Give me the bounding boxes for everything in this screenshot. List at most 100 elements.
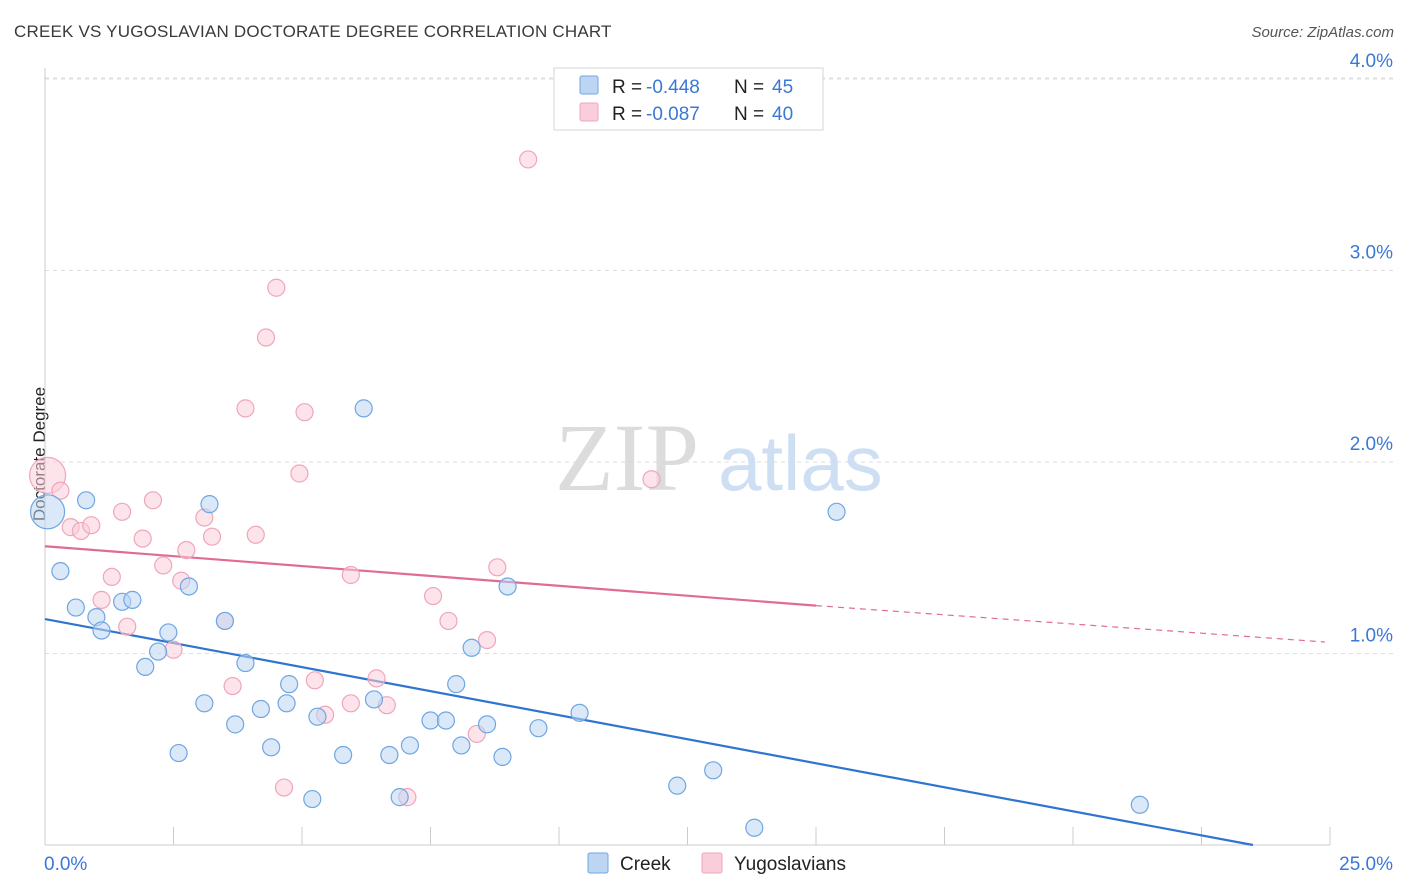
legend-creek-label: Creek (620, 854, 671, 875)
yugoslavians-point (202, 527, 222, 546)
creek-point (498, 577, 517, 596)
creek-point (200, 495, 219, 514)
yugoslavians-point (477, 630, 497, 650)
creek-point (251, 699, 270, 719)
creek-point (148, 642, 168, 661)
legend-yugo-swatch (701, 852, 723, 874)
x-tick-label-max: 25.0% (1339, 854, 1393, 875)
creek-point (334, 745, 353, 765)
yugoslavians-point (112, 502, 132, 521)
creek-point (159, 623, 178, 642)
stats-creek-r-value: -0.448 (646, 77, 700, 98)
yugoslavians-point (154, 556, 173, 575)
yugoslavians-point (642, 470, 661, 489)
creek-point (51, 562, 70, 581)
legend-yugo-label: Yugoslavians (734, 854, 846, 875)
yugo-trend-extension (815, 605, 1325, 643)
creek-point (477, 715, 497, 734)
yugoslavians-point (92, 590, 111, 609)
creek-point (462, 638, 481, 657)
stats-yugo-n-value: 40 (772, 104, 793, 125)
creek-point (380, 745, 399, 765)
yugoslavians-point (341, 694, 360, 713)
yugo-trend-line (44, 545, 817, 607)
source-credit: Source: ZipAtlas.com (1251, 24, 1394, 41)
watermark-zip: ZIP (555, 404, 699, 511)
creek-point (136, 657, 155, 677)
creek-point (236, 653, 255, 673)
creek-point (704, 761, 723, 780)
y-tick-label: 4.0% (1350, 51, 1393, 72)
creek-point (303, 789, 322, 809)
gridlines (45, 77, 1395, 654)
creek-point (77, 491, 96, 510)
yugoslavians-point (236, 399, 255, 418)
creek-point (421, 711, 440, 730)
yugoslavians-point (274, 778, 294, 797)
creek-point (123, 590, 142, 609)
creek-point (215, 611, 234, 631)
creek-point (92, 621, 111, 640)
creek-point (169, 743, 188, 763)
creek-point (262, 738, 281, 757)
yugoslavians-point (305, 671, 324, 690)
yugoslavians-point (267, 278, 286, 297)
yugoslavians-point (51, 481, 70, 500)
stats-yugo-swatch (579, 102, 599, 122)
yugoslavians-point (143, 491, 163, 510)
creek-point (195, 694, 214, 713)
yugoslavians-point (367, 669, 386, 688)
creek-point (277, 694, 296, 713)
yugoslavians-point (118, 617, 137, 636)
creek-point (1130, 795, 1149, 814)
y-tick-label: 2.0% (1350, 434, 1393, 455)
stats-creek-n-label: N = (734, 77, 769, 98)
yugoslavians-point (295, 403, 314, 422)
creek-point (827, 502, 846, 521)
legend-creek-swatch (587, 852, 609, 874)
yugoslavians-point (256, 328, 276, 347)
stats-yugo-r-label: R = (612, 104, 647, 125)
creek-point (668, 776, 687, 795)
yugoslavians-point (82, 516, 101, 535)
yugoslavians-point (519, 150, 538, 169)
watermark-atlas: atlas (718, 419, 883, 507)
yugoslavians-point (102, 567, 121, 587)
tick-labels: 1.0% 2.0% 3.0% 4.0% 0.0% 25.0% (44, 51, 1393, 875)
yugoslavians-point (164, 640, 183, 659)
watermark: ZIP atlas (555, 404, 883, 511)
creek-point (179, 577, 199, 596)
creek-point (29, 494, 66, 530)
yugoslavians-point (423, 586, 443, 606)
yugoslavians-point (133, 529, 152, 548)
creek-trend-line (44, 617, 1254, 847)
yugoslavians-point (246, 525, 265, 544)
creek-point (354, 399, 373, 418)
yugoslavians-point (290, 464, 309, 483)
x-tick-label-min: 0.0% (44, 854, 87, 875)
creek-point (390, 788, 409, 807)
y-tick-label: 1.0% (1350, 626, 1393, 647)
axes (44, 68, 1331, 846)
creek-point (66, 598, 85, 617)
creek-point (447, 675, 466, 694)
stats-creek-r-label: R = (612, 77, 647, 98)
creek-point (529, 719, 548, 738)
creek-point (364, 690, 384, 709)
y-tick-label: 3.0% (1350, 243, 1393, 264)
stats-creek-n-value: 45 (772, 77, 793, 98)
creek-point (308, 707, 327, 726)
yugoslavians-point (488, 558, 507, 577)
creek-point (570, 703, 589, 722)
stats-yugo-n-label: N = (734, 104, 769, 125)
creek-point (280, 675, 299, 694)
data-points (28, 150, 1149, 837)
yugoslavians-point (177, 540, 196, 560)
yugoslavians-point (341, 565, 360, 585)
yugoslavians-point (439, 611, 458, 631)
creek-point (493, 747, 512, 767)
series-legend: Creek Yugoslavians (587, 852, 846, 875)
creek-point (745, 818, 764, 837)
stats-creek-swatch (579, 75, 599, 95)
stats-legend: R = -0.448 N = 45 R = -0.087 N = 40 (553, 67, 824, 131)
